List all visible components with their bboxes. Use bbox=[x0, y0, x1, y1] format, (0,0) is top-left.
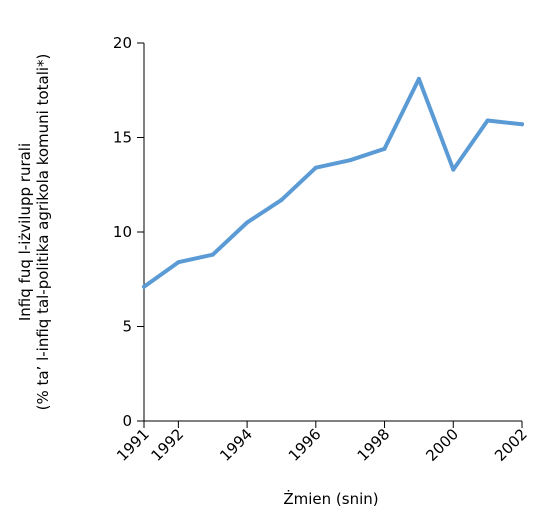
data-point bbox=[416, 76, 421, 81]
data-point bbox=[245, 220, 250, 225]
data-point bbox=[313, 165, 318, 170]
data-point bbox=[382, 146, 387, 151]
data-point bbox=[279, 197, 284, 202]
x-tick-label: 1991 bbox=[113, 425, 153, 465]
series-layer bbox=[142, 76, 524, 289]
x-tick-label: 1998 bbox=[354, 425, 394, 465]
y-axis-title-line-1: Infiq fuq l-iżvilupp rurali bbox=[16, 143, 34, 321]
data-point bbox=[210, 252, 215, 257]
y-tick-label: 10 bbox=[113, 223, 132, 241]
data-point bbox=[348, 158, 353, 163]
y-axis: 0 5 10 15 20 bbox=[113, 34, 145, 430]
series-line bbox=[142, 76, 524, 289]
y-axis-title: Infiq fuq l-iżvilupp rurali (% ta’ l-inf… bbox=[16, 54, 52, 411]
y-tick-label: 15 bbox=[113, 129, 132, 147]
x-tick-label: 1994 bbox=[216, 425, 256, 465]
data-point bbox=[176, 260, 181, 265]
data-point bbox=[142, 284, 146, 289]
data-point bbox=[451, 167, 456, 172]
x-tick-label: 2000 bbox=[422, 425, 462, 465]
y-tick-label: 0 bbox=[122, 412, 132, 430]
x-tick-label: 2002 bbox=[491, 425, 531, 465]
x-tick-label: 1992 bbox=[147, 425, 187, 465]
y-axis-title-line-2: (% ta’ l-infiq tal-politika agrikola kom… bbox=[34, 54, 52, 411]
x-axis-title: Żmien (snin) bbox=[283, 489, 378, 508]
y-tick-label: 5 bbox=[122, 318, 132, 336]
x-tick-label: 1996 bbox=[285, 425, 325, 465]
y-tick-label: 20 bbox=[113, 34, 132, 52]
data-point bbox=[485, 118, 490, 123]
data-point bbox=[520, 122, 524, 127]
